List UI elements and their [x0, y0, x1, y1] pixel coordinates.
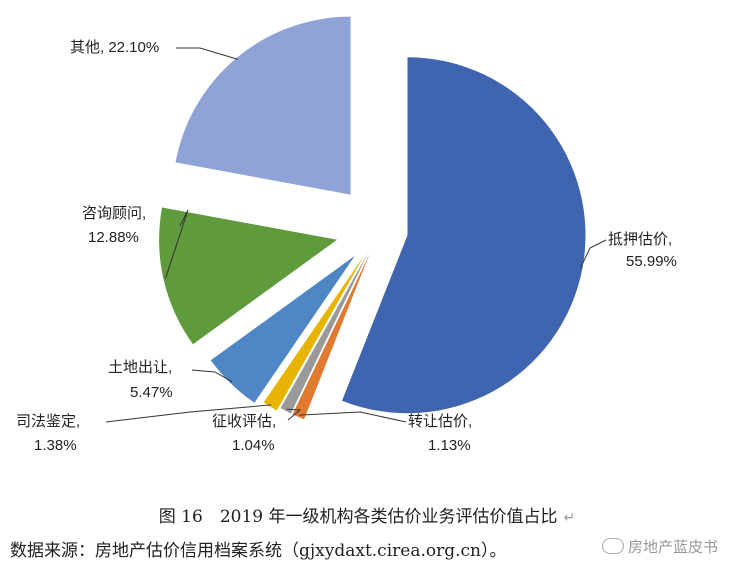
leader-line-4 [191, 369, 233, 383]
label-transfer-name: 转让估价, [408, 413, 472, 430]
label-consulting-pct: 12.88% [88, 229, 139, 246]
label-judicial-pct: 1.38% [34, 437, 77, 454]
leader-line-1 [299, 411, 407, 423]
pie-slice-2 [280, 253, 368, 414]
paragraph-mark: ↵ [563, 510, 576, 526]
label-judicial-name: 司法鉴定, [16, 413, 80, 430]
label-mortgage-pct: 55.99% [626, 253, 677, 270]
pie-slices [159, 16, 586, 420]
figure-caption-text: 图 16 2019 年一级机构各类估价业务评估价值占比 [158, 507, 558, 527]
label-land-pct: 5.47% [130, 384, 173, 401]
pie-slice-6 [175, 16, 351, 195]
watermark: 房地产蓝皮书 [601, 536, 718, 557]
leader-line-6 [176, 47, 239, 60]
watermark-text: 房地产蓝皮书 [627, 538, 718, 556]
leader-line-5 [164, 209, 189, 279]
pie-labels: 抵押估价, 55.99% 转让估价, 1.13% 征收评估, 1.04% 司法鉴… [16, 39, 677, 454]
label-expropriation-pct: 1.04% [232, 437, 275, 454]
pie-slice-0 [342, 57, 586, 414]
pie-chart: 抵押估价, 55.99% 转让估价, 1.13% 征收评估, 1.04% 司法鉴… [16, 16, 677, 454]
leader-line-3 [105, 404, 272, 423]
pie-slice-5 [159, 207, 338, 345]
leader-line-0 [579, 239, 607, 269]
label-consulting-name: 咨询顾问, [82, 205, 146, 222]
source-caption: 数据来源：房地产估价信用档案系统（gjxydaxt.cirea.org.cn）。 [10, 536, 710, 561]
wechat-icon [601, 538, 624, 554]
source-caption-text: 数据来源：房地产估价信用档案系统（gjxydaxt.cirea.org.cn）。 [10, 541, 507, 561]
figure-caption: 图 16 2019 年一级机构各类估价业务评估价值占比 ↵ [0, 502, 734, 527]
pie-slice-3 [263, 255, 365, 411]
pie-slice-4 [210, 255, 355, 403]
label-expropriation-name: 征收评估, [212, 413, 276, 430]
label-land-name: 土地出让, [108, 359, 172, 376]
label-mortgage-name: 抵押估价, [608, 231, 672, 248]
leader-line-2 [286, 408, 302, 421]
label-other: 其他, 22.10% [70, 39, 159, 56]
label-transfer-pct: 1.13% [428, 437, 471, 454]
leader-lines [105, 47, 607, 423]
pie-slice-1 [292, 253, 370, 420]
